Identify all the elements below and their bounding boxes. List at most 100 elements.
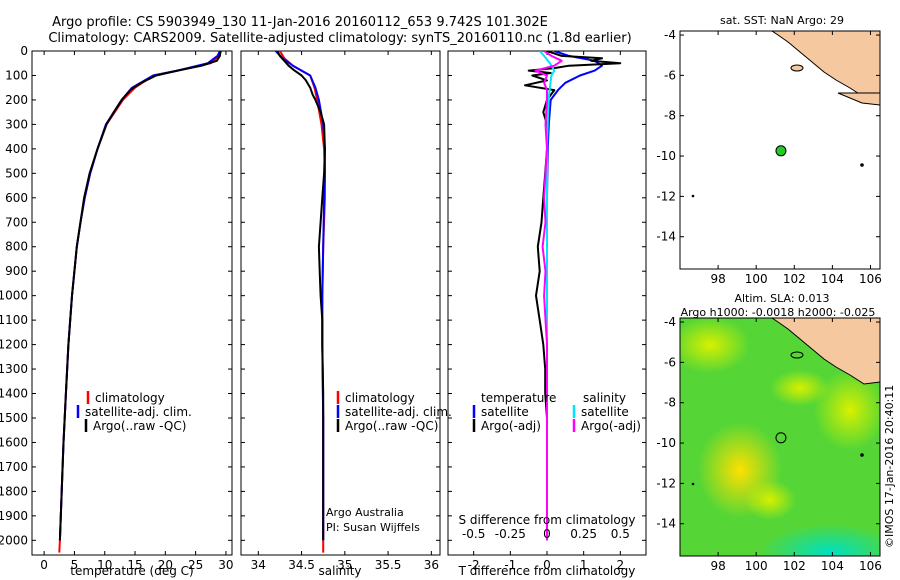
depth-tick-label: 400	[5, 142, 28, 156]
s-diff-tick-label: 0.5	[611, 527, 630, 541]
s-diff-tick-label: -0.25	[495, 527, 526, 541]
difference-legend: temperature satellite Argo(-adj) salinit…	[472, 391, 641, 433]
map-x-tick-label: 100	[745, 272, 768, 286]
map-y-tick-label: -12	[656, 189, 676, 203]
depth-tick-label: 600	[5, 191, 28, 205]
sla-high-patch	[770, 370, 830, 406]
island-dot	[860, 163, 864, 167]
java-land	[837, 92, 880, 106]
difference-panel: -2 -1 0 1 2 -0.5 -0.25 0 0.25 0.5	[462, 51, 630, 572]
s-diff-tick-label: 0	[543, 527, 551, 541]
x-tick-label: -1	[504, 558, 516, 572]
map-x-tick-label: 106	[859, 559, 882, 573]
x-tick-label: 20	[158, 558, 173, 572]
series-line-s-argo-adj-	[534, 51, 563, 541]
legend-label-climatology: climatology	[345, 391, 415, 405]
map-y-tick-label: -6	[664, 355, 676, 369]
tdiff-xlabel: T difference from climatology	[458, 564, 636, 578]
map-x-tick-label: 104	[821, 272, 844, 286]
map-x-tick-label: 102	[783, 559, 806, 573]
legend-title-salinity: salinity	[583, 391, 626, 405]
series-line-t-argo-adj-	[524, 51, 622, 541]
series-line-climatology	[58, 51, 222, 553]
map-x-tick-label: 102	[783, 272, 806, 286]
x-tick-label: 25	[188, 558, 203, 572]
depth-tick-label: 700	[5, 215, 28, 229]
depth-tick-label: 900	[5, 264, 28, 278]
salinity-panel: 34 34.5 35 35.5 36	[251, 51, 439, 572]
series-line-argo-raw-qc-	[58, 51, 222, 541]
series-line-argo-raw-qc-	[276, 51, 326, 541]
map-y-tick-label: -10	[656, 436, 676, 450]
x-tick-label: 34	[251, 558, 266, 572]
map-y-tick-label: -4	[664, 28, 676, 42]
series-group	[58, 51, 222, 553]
sumatra-land	[771, 318, 880, 385]
map2-axes: 98 100 102 104 106 -4 -6 -8 -10 -12 -14	[656, 315, 882, 573]
island-dot	[691, 482, 695, 486]
depth-tick-label: 1200	[0, 338, 28, 352]
map-y-tick-label: -6	[664, 68, 676, 82]
x-tick-label: 0	[40, 558, 48, 572]
x-tick-label: 34.5	[288, 558, 315, 572]
depth-tick-label: 1900	[0, 509, 28, 523]
map-y-tick-label: -4	[664, 315, 676, 329]
sumatra-land	[771, 31, 880, 98]
sla-high-patch	[814, 370, 880, 450]
depth-tick-label: 1700	[0, 460, 28, 474]
series-line-climatology	[279, 51, 326, 553]
map-x-tick-label: 98	[710, 559, 725, 573]
depth-axis: 0 100 200 300 400 500 600 700 800 900 1000 1100 1200…	[0, 44, 646, 547]
depth-tick-label: 500	[5, 166, 28, 180]
map-y-tick-label: -8	[664, 109, 676, 123]
figure-title-line1: Argo profile: CS 5903949_130 11-Jan-2016…	[52, 15, 548, 30]
series-group	[274, 51, 326, 553]
island-dot	[691, 194, 695, 198]
figure-title-line2: Climatology: CARS2009. Satellite-adjuste…	[48, 31, 631, 46]
x-tick-label: -2	[468, 558, 480, 572]
depth-tick-label: 100	[5, 68, 28, 82]
depth-tick-label: 800	[5, 240, 28, 254]
depth-tick-label: 300	[5, 117, 28, 131]
argo-australia-annotation: Argo Australia	[326, 506, 404, 519]
depth-tick-label: 1000	[0, 289, 28, 303]
depth-tick-label: 1300	[0, 362, 28, 376]
depth-tick-label: 1600	[0, 435, 28, 449]
salinity-panel-frame	[240, 50, 441, 556]
depth-tick-label: 0	[20, 44, 28, 58]
legend-label-satellite-adj: satellite-adj. clim.	[345, 405, 452, 419]
pi-annotation: PI: Susan Wijffels	[326, 521, 420, 534]
map-y-tick-label: -14	[656, 517, 676, 531]
temperature-panel: 0 5 10 15 20 25 30	[40, 51, 234, 572]
x-tick-label: 0	[543, 558, 551, 572]
map-y-tick-label: -10	[656, 149, 676, 163]
map2-frame	[679, 317, 881, 557]
legend-label-t-argo: Argo(-adj)	[481, 419, 541, 433]
legend-label-satellite-adj: satellite-adj. clim.	[85, 405, 192, 419]
map2-area	[680, 318, 880, 556]
island-land	[790, 64, 804, 72]
argo-location-ring	[775, 432, 787, 444]
imos-credit: ©IMOS 17-Jan-2016 20:40:11	[883, 385, 896, 548]
series-group	[524, 51, 622, 541]
x-tick-label: 15	[127, 558, 142, 572]
x-tick-label: 35	[337, 558, 352, 572]
sla-low-patch	[760, 524, 880, 556]
temperature-legend: climatology satellite-adj. clim. Argo(..…	[76, 391, 192, 433]
map2-subtitle: Argo h1000: -0.0018 h2000: -0.025	[681, 306, 876, 319]
island-outline	[790, 351, 804, 359]
depth-tick-label: 1400	[0, 387, 28, 401]
sla-high-patch	[680, 318, 750, 373]
depth-tick-label: 1100	[0, 313, 28, 327]
x-tick-label: 1	[580, 558, 588, 572]
legend-label-argo: Argo(..raw -QC)	[93, 419, 186, 433]
x-tick-label: 36	[424, 558, 439, 572]
map-y-tick-label: -12	[656, 476, 676, 490]
series-line-t-satellite	[546, 51, 603, 541]
map-x-tick-label: 106	[859, 272, 882, 286]
depth-tick-label: 200	[5, 93, 28, 107]
x-tick-label: 10	[97, 558, 112, 572]
x-tick-label: 35.5	[375, 558, 402, 572]
series-line-satellite-adj-clim-	[274, 51, 326, 541]
